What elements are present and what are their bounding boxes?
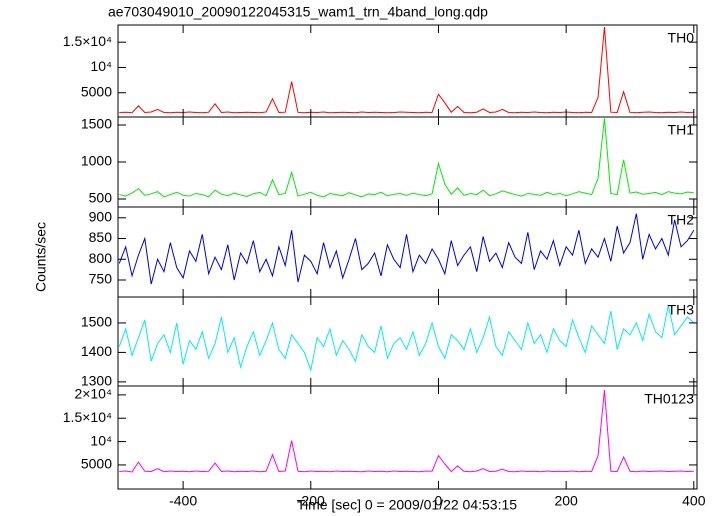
y-tick-label: 1000 (81, 153, 112, 169)
x-tick-label: 0 (435, 493, 443, 509)
x-tick-label: 400 (682, 493, 706, 509)
y-tick-label: 850 (89, 229, 113, 245)
y-tick-label: 1500 (81, 116, 112, 132)
y-tick-label: 1.5×10⁴ (63, 33, 112, 49)
panel-label: TH3 (668, 302, 695, 318)
series-line (119, 390, 694, 473)
panel-label: TH1 (668, 122, 695, 138)
x-axis-label: Time [sec] 0 = 2009/01/22 04:53:15 (297, 497, 517, 513)
x-tick-label: 200 (554, 493, 578, 509)
series-line (119, 118, 694, 198)
series-line (118, 305, 695, 372)
y-tick-label: 2×10⁴ (74, 386, 112, 402)
y-axis-label: Counts/sec (33, 222, 49, 292)
y-tick-label: 500 (89, 190, 113, 206)
y-tick-label: 900 (89, 208, 113, 224)
y-tick-label: 1.5×10⁴ (63, 409, 112, 425)
chart-title: ae703049010_20090122045315_wam1_trn_4ban… (108, 4, 488, 20)
y-tick-label: 1400 (81, 343, 112, 359)
panel-label: TH2 (668, 212, 695, 228)
panel-label: TH0 (668, 30, 695, 46)
y-tick-label: 5000 (81, 83, 112, 99)
y-tick-label: 1500 (81, 314, 112, 330)
x-tick-label: -200 (297, 493, 325, 509)
panel-frame (117, 385, 698, 490)
y-tick-label: 10⁴ (90, 432, 112, 448)
series-line (118, 213, 695, 285)
y-tick-label: 10⁴ (90, 58, 112, 74)
y-tick-label: 800 (89, 250, 113, 266)
y-tick-label: 5000 (81, 456, 112, 472)
y-tick-label: 750 (89, 271, 113, 287)
series-line (119, 26, 694, 114)
panel-frame (117, 116, 698, 208)
x-tick-label: -400 (169, 493, 197, 509)
y-tick-label: 1300 (81, 373, 112, 389)
panel-label: TH0123 (644, 391, 694, 407)
